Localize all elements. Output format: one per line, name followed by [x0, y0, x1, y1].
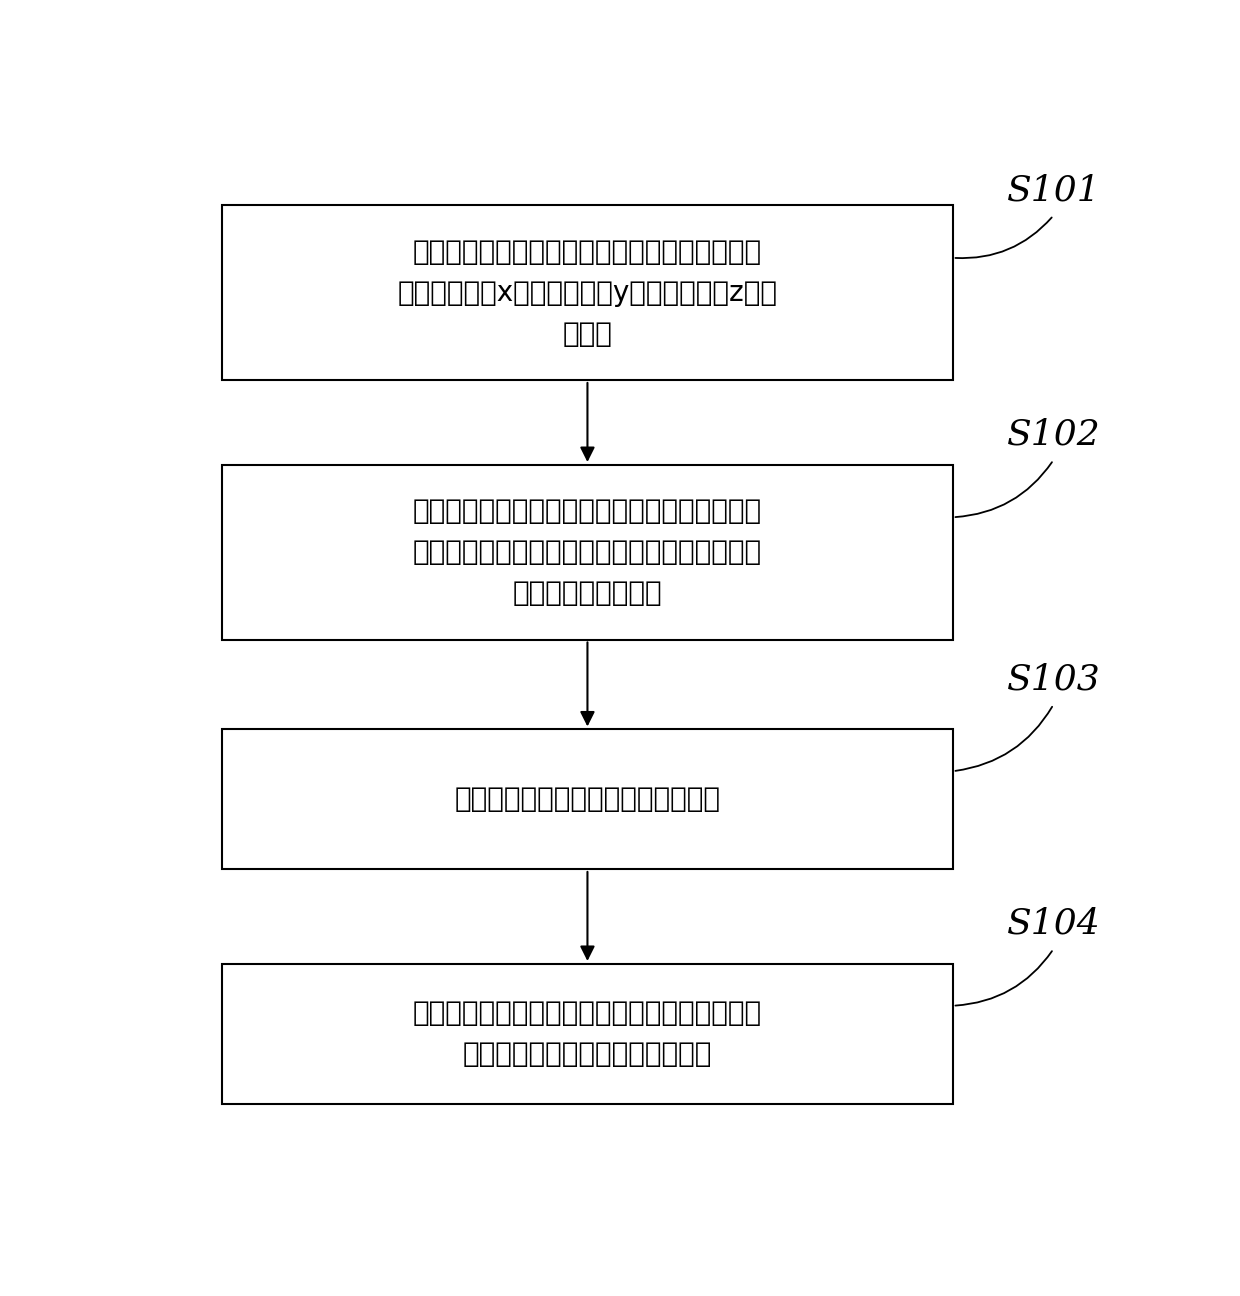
- Text: 当统计信息与预设状态模型匹配时，预设状态模
型所对应的状态为车辆的运动状态: 当统计信息与预设状态模型匹配时，预设状态模 型所对应的状态为车辆的运动状态: [413, 999, 763, 1068]
- Text: 获得预定时间内的加速度值，并对预定时间内的
加速度值进行统计和统计分析处理，以获得在预
定时间内的统计信息: 获得预定时间内的加速度值，并对预定时间内的 加速度值进行统计和统计分析处理，以获…: [413, 496, 763, 608]
- FancyArrowPatch shape: [955, 951, 1052, 1006]
- FancyArrowPatch shape: [955, 463, 1052, 517]
- Bar: [222, 465, 952, 639]
- Bar: [222, 730, 952, 870]
- Text: 通过加速度传感器检测车辆的加速度值，其中，
加速度值包括x轴加速度值、y轴加速度值和z轴加
速度值: 通过加速度传感器检测车辆的加速度值，其中， 加速度值包括x轴加速度值、y轴加速度…: [398, 237, 777, 347]
- FancyArrowPatch shape: [955, 706, 1052, 771]
- Text: 将统计信息与预设状态模型进行匹配: 将统计信息与预设状态模型进行匹配: [454, 785, 720, 813]
- Text: S101: S101: [1007, 174, 1100, 207]
- FancyArrowPatch shape: [955, 218, 1052, 258]
- Bar: [222, 206, 952, 380]
- Text: S103: S103: [1007, 662, 1100, 696]
- Text: S102: S102: [1007, 417, 1100, 452]
- Text: S104: S104: [1007, 907, 1100, 941]
- Bar: [222, 964, 952, 1104]
